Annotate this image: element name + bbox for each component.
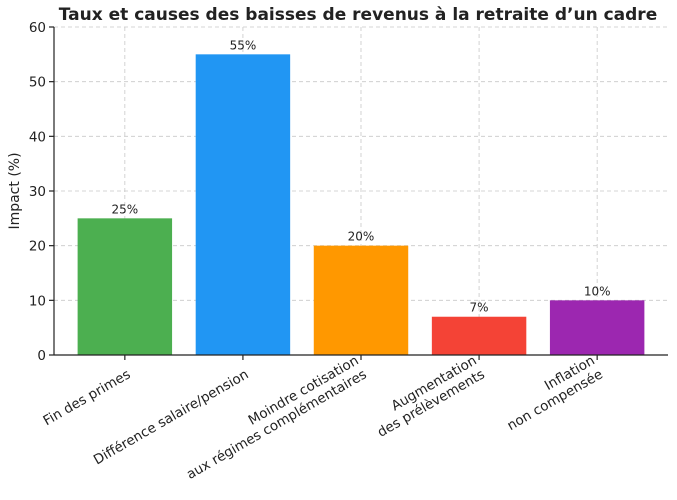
data-label: 55%: [230, 38, 257, 52]
y-tick-labels: 0 10 20 30 40 50 60: [29, 20, 54, 364]
y-tick-label: 30: [29, 184, 46, 200]
x-tick-label: Fin des primes: [41, 366, 134, 429]
x-tick-label-line: Fin des primes: [41, 366, 134, 429]
y-tick-label: 20: [29, 239, 46, 255]
bar: [313, 245, 409, 355]
bar: [195, 54, 291, 355]
data-labels: 25% 55% 20% 7% 10%: [112, 38, 611, 314]
data-label: 25%: [112, 202, 139, 216]
bar: [77, 218, 173, 355]
y-tick-label: 50: [29, 75, 46, 91]
y-tick-label: 40: [29, 129, 46, 145]
bars: [77, 54, 645, 355]
chart-title: Taux et causes des baisses de revenus à …: [59, 5, 657, 25]
bar: [431, 316, 527, 355]
data-label: 7%: [470, 301, 489, 315]
y-tick-label: 10: [29, 293, 46, 309]
bar: [549, 300, 645, 355]
data-label: 20%: [348, 230, 375, 244]
data-label: 10%: [584, 284, 611, 298]
y-tick-label: 0: [37, 348, 46, 364]
y-tick-label: 60: [29, 20, 46, 36]
y-axis-label: Impact (%): [7, 152, 23, 229]
